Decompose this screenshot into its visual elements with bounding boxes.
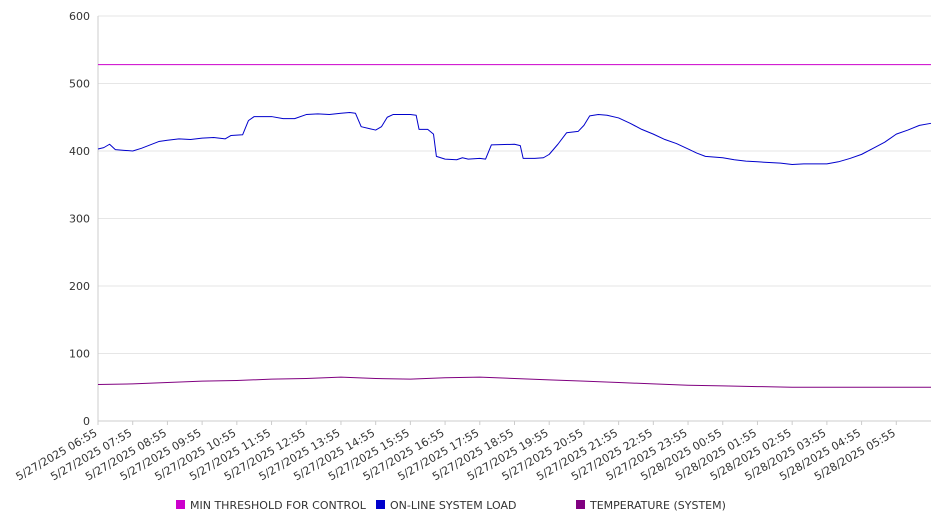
series-line-temperature-system bbox=[97, 376, 931, 388]
y-tick-label: 100 bbox=[69, 348, 90, 361]
legend-label: ON-LINE SYSTEM LOAD bbox=[390, 499, 516, 512]
legend-swatch bbox=[176, 500, 185, 509]
legend-swatch bbox=[576, 500, 585, 509]
y-tick-label: 400 bbox=[69, 145, 90, 158]
legend-swatch bbox=[376, 500, 385, 509]
y-tick-label: 200 bbox=[69, 280, 90, 293]
x-tick-labels: 5/27/2025 06:555/27/2025 07:555/27/2025 … bbox=[14, 426, 898, 483]
legend-label: MIN THRESHOLD FOR CONTROL bbox=[190, 499, 367, 512]
axes bbox=[97, 16, 931, 425]
y-tick-label: 600 bbox=[69, 10, 90, 23]
legend: MIN THRESHOLD FOR CONTROL ON-LINE SYSTEM … bbox=[176, 499, 726, 512]
y-tick-label: 0 bbox=[83, 415, 90, 428]
y-tick-label: 300 bbox=[69, 213, 90, 226]
series-line-on-line-system-load bbox=[97, 112, 932, 165]
y-tick-label: 500 bbox=[69, 78, 90, 91]
y-tick-labels: 0 100 200 300 400 500 600 bbox=[69, 10, 90, 428]
gridlines bbox=[98, 15, 931, 354]
legend-label: TEMPERATURE (SYSTEM) bbox=[589, 499, 726, 512]
series-lines bbox=[97, 64, 932, 388]
